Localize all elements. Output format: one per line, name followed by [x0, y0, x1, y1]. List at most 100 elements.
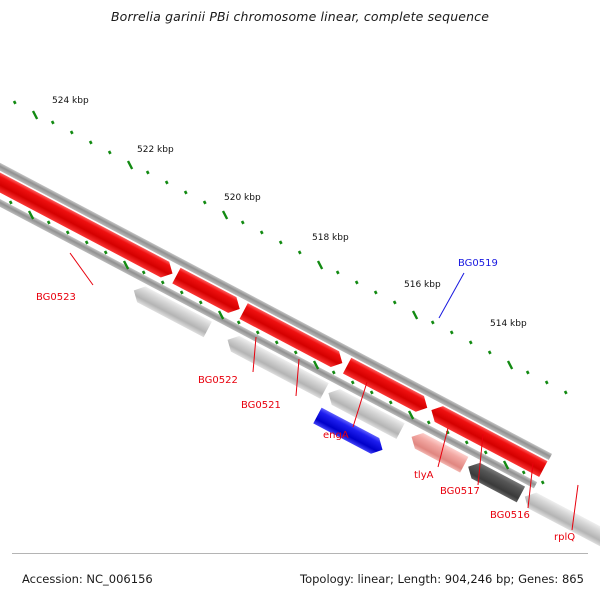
- scale-tick: [544, 380, 549, 385]
- scale-tick: [202, 200, 207, 205]
- scale-tick: [563, 390, 568, 395]
- gene-label-leader-line: [438, 272, 465, 319]
- scale-tick: [373, 290, 378, 295]
- scale-tick: [141, 270, 146, 275]
- scale-tick: [160, 280, 165, 285]
- scale-tick: [255, 330, 260, 335]
- scale-tick: [297, 250, 302, 255]
- gene-bar-bg0518[interactable]: [341, 356, 432, 417]
- scale-tick: [468, 340, 473, 345]
- footer-stats: Topology: linear; Length: 904,246 bp; Ge…: [300, 572, 584, 586]
- scale-label: 514 kbp: [490, 319, 527, 329]
- gene-label-bg0521[interactable]: BG0521: [241, 400, 281, 411]
- scale-label: 524 kbp: [52, 96, 89, 106]
- scale-tick: [126, 160, 134, 170]
- gene-bar-enga[interactable]: [222, 331, 331, 401]
- footer-accession: Accession: NC_006156: [22, 572, 153, 586]
- scale-label: 522 kbp: [137, 145, 174, 155]
- gene-bar-bg0522[interactable]: [129, 282, 214, 339]
- scale-tick: [103, 250, 108, 255]
- gene-bar-partial-right[interactable]: [426, 401, 550, 479]
- forward-strand-track: [0, 108, 553, 479]
- scale-tick: [316, 260, 324, 270]
- scale-tick: [335, 270, 340, 275]
- scale-tick-layer: [8, 100, 568, 485]
- scale-tick: [69, 130, 74, 135]
- scale-tick: [354, 280, 359, 285]
- gene-label-bg0523[interactable]: BG0523: [36, 292, 76, 303]
- gene-label-bg0517[interactable]: BG0517: [440, 486, 480, 497]
- scale-tick: [88, 140, 93, 145]
- scale-tick: [198, 300, 203, 305]
- gene-label-leader-line: [352, 381, 368, 428]
- scale-tick: [430, 320, 435, 325]
- scale-tick: [31, 110, 39, 120]
- gene-label-leader-line: [69, 252, 94, 286]
- scale-tick: [464, 440, 469, 445]
- backbone-line-lower: [0, 137, 538, 489]
- scale-tick: [217, 310, 225, 320]
- scale-tick: [274, 340, 279, 345]
- scale-tick: [278, 240, 283, 245]
- gene-label-layer[interactable]: BG0523 BG0522 BG0521 engA tlyA BG0517 BG0516 rp…: [36, 252, 579, 543]
- scale-tick: [487, 350, 492, 355]
- gene-label-tlya[interactable]: tlyA: [414, 470, 434, 481]
- scale-tick: [145, 170, 150, 175]
- gene-label-bg0522[interactable]: BG0522: [198, 375, 238, 386]
- gene-label-enga[interactable]: engA: [323, 430, 349, 441]
- scale-tick: [236, 320, 241, 325]
- scale-tick: [331, 370, 336, 375]
- gene-label-bg0519[interactable]: BG0519: [458, 258, 498, 269]
- gene-bar-tlya[interactable]: [406, 428, 471, 475]
- scale-tick: [312, 360, 320, 370]
- scale-tick: [183, 190, 188, 195]
- gene-label-leader-line: [477, 433, 484, 486]
- scale-tick: [293, 350, 298, 355]
- footer-divider: [12, 553, 588, 554]
- scale-tick: [483, 450, 488, 455]
- chromosome-diagonal-group: [0, 108, 600, 550]
- gene-bar-bg0523[interactable]: [0, 114, 178, 283]
- scale-tick: [221, 210, 229, 220]
- scale-tick: [27, 210, 35, 220]
- scale-tick: [8, 200, 13, 205]
- scale-tick: [107, 150, 112, 155]
- scale-tick: [369, 390, 374, 395]
- gene-bar-bg0519[interactable]: [311, 406, 387, 459]
- backbone-line-upper: [0, 108, 553, 461]
- scale-tick: [122, 260, 130, 270]
- scale-tick: [84, 240, 89, 245]
- scale-tick: [50, 120, 55, 125]
- scale-tick: [506, 360, 514, 370]
- scale-label-layer: 524 kbp 522 kbp 520 kbp 518 kbp 516 kbp 514 k…: [52, 96, 527, 329]
- gene-label-leader-line: [571, 484, 579, 531]
- scale-tick: [350, 380, 355, 385]
- scale-tick: [259, 230, 264, 235]
- gene-label-rplq[interactable]: rplQ: [554, 532, 575, 543]
- gene-bar-bg0520[interactable]: [237, 301, 348, 372]
- scale-tick: [12, 100, 17, 105]
- gene-label-leader-line: [437, 427, 449, 468]
- scale-tick: [46, 220, 51, 225]
- scale-tick: [179, 290, 184, 295]
- gene-label-bg0516[interactable]: BG0516: [490, 510, 530, 521]
- scale-tick: [449, 330, 454, 335]
- scale-label: 518 kbp: [312, 233, 349, 243]
- gene-label-leader-line: [527, 462, 534, 509]
- gene-label-leader-line: [295, 358, 300, 397]
- gene-label-leader-line: [252, 336, 257, 373]
- scale-tick: [521, 470, 526, 475]
- scale-tick: [65, 230, 70, 235]
- gene-bar-bg0521[interactable]: [170, 266, 244, 318]
- scale-tick: [502, 460, 510, 470]
- scale-tick: [407, 410, 415, 420]
- gene-bar-bg0519-partner[interactable]: [323, 384, 407, 441]
- scale-tick: [164, 180, 169, 185]
- scale-tick: [240, 220, 245, 225]
- reverse-strand-track: [129, 282, 600, 550]
- scale-tick: [411, 310, 419, 320]
- gene-bar-bg0517[interactable]: [463, 458, 527, 505]
- page-title: Borrelia garinii PBi chromosome linear, …: [110, 9, 490, 24]
